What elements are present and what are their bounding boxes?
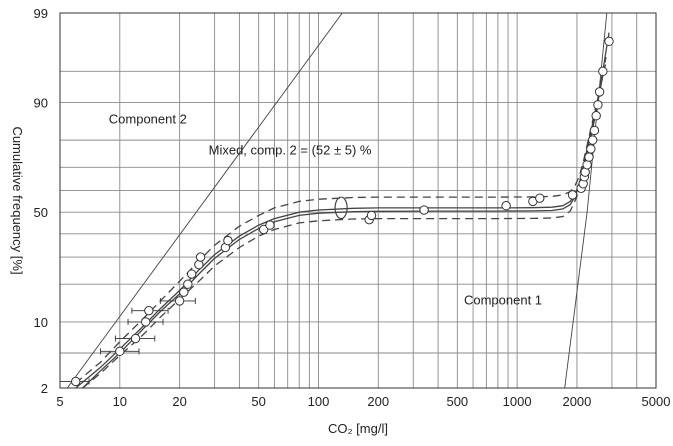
data-point — [593, 100, 603, 110]
x-tick-label: 5000 — [642, 394, 671, 409]
x-tick-labels: 5 10 20 50 100 200 500 1000 2000 5000 — [56, 394, 670, 409]
x-tick-label: 1000 — [503, 394, 532, 409]
annotations: Component 2 Mixed, comp. 2 = (52 ± 5) % Co… — [109, 111, 542, 307]
annotation-label: Component 1 — [464, 293, 542, 308]
data-point — [223, 235, 233, 246]
y-tick-labels: 2 10 50 90 99 — [34, 6, 48, 396]
data-point — [584, 152, 594, 162]
y-tick-label: 50 — [34, 205, 48, 220]
y-tick-label: 10 — [34, 315, 48, 330]
x-tick-label: 10 — [113, 394, 127, 409]
x-axis-label: CO₂ [mg/l] — [328, 421, 388, 436]
y-tick-label: 99 — [34, 6, 48, 21]
data-point — [195, 252, 206, 262]
data-point — [194, 259, 204, 270]
data-point — [587, 135, 598, 145]
y-tick-label: 90 — [34, 95, 48, 110]
component-lines — [66, 13, 608, 388]
y-tick-label: 2 — [41, 381, 48, 396]
x-tick-label: 500 — [446, 394, 468, 409]
data-point — [71, 376, 81, 387]
data-point — [265, 220, 275, 230]
x-tick-label: 100 — [308, 394, 330, 409]
data-point — [183, 279, 193, 289]
grid — [59, 12, 657, 389]
data-point — [419, 205, 429, 215]
data-point — [567, 190, 578, 200]
plot-frame — [59, 12, 657, 389]
component-2-line — [66, 13, 343, 388]
data-point — [598, 66, 608, 77]
x-tick-label: 5 — [56, 394, 63, 409]
uncertainty-ellipse — [334, 196, 348, 220]
data-point — [179, 287, 189, 297]
y-axis-label: Cumulative frequency [%] — [10, 126, 25, 274]
data-point — [586, 144, 596, 154]
data-point — [591, 111, 601, 121]
data-point — [366, 210, 377, 221]
data-point — [174, 296, 185, 306]
data-point — [594, 87, 605, 97]
x-tick-label: 20 — [172, 394, 186, 409]
data-point — [140, 317, 151, 327]
data-point — [501, 201, 511, 211]
data-point — [604, 36, 614, 47]
x-tick-label: 2000 — [562, 394, 591, 409]
annotation-label: Component 2 — [109, 111, 187, 126]
x-tick-label: 50 — [251, 394, 265, 409]
x-tick-label: 200 — [367, 394, 389, 409]
observations — [59, 36, 614, 387]
data-point — [115, 346, 125, 357]
annotation-label: Mixed, comp. 2 = (52 ± 5) % — [209, 142, 372, 157]
data-point — [144, 305, 154, 316]
data-point — [535, 193, 545, 203]
mixture-curves — [75, 32, 610, 388]
lower-bound-curve — [82, 56, 607, 388]
upper-bound-curve — [75, 62, 607, 384]
data-point — [186, 269, 197, 279]
data-point — [582, 160, 592, 170]
data-point — [130, 333, 141, 344]
data-point — [589, 125, 600, 136]
data-point — [258, 224, 269, 235]
